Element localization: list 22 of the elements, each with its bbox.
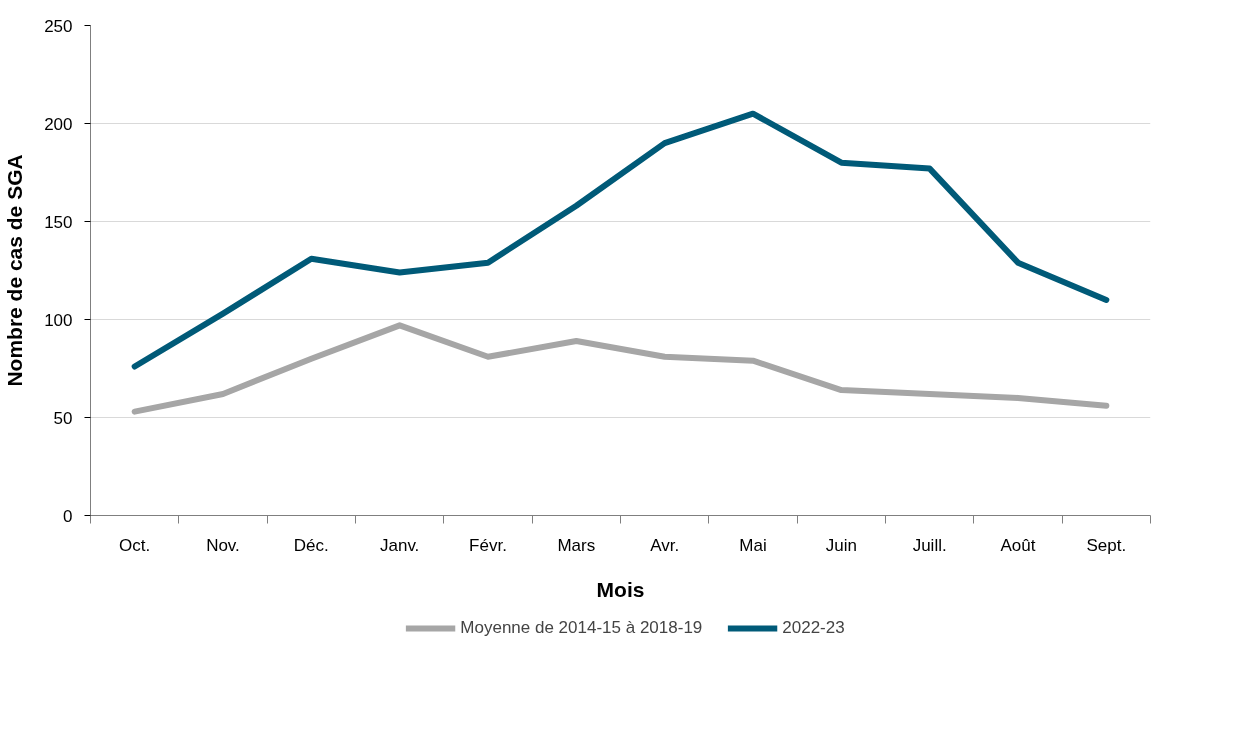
x-tick-label: Oct.	[119, 535, 151, 555]
x-tick-label: Mars	[557, 535, 596, 555]
legend-label: Moyenne de 2014-15 à 2018-19	[460, 618, 703, 638]
x-tick-label: Mai	[739, 535, 767, 555]
y-tick-label: 250	[44, 16, 73, 36]
x-tick-label: Avr.	[650, 535, 680, 555]
x-tick-label: Juin	[825, 535, 857, 555]
x-tick-label: Nov.	[206, 535, 240, 555]
y-tick-label: 150	[44, 212, 73, 232]
x-tick-label: Juill.	[912, 535, 947, 555]
x-tick-label: Sept.	[1086, 535, 1127, 555]
y-tick-label: 50	[53, 408, 73, 428]
y-tick-label: 0	[63, 506, 73, 526]
x-tick-label: Févr.	[469, 535, 507, 555]
legend-label: 2022-23	[782, 618, 845, 638]
y-axis-title: Nombre de cas de SGA	[3, 154, 27, 387]
x-tick-label: Janv.	[379, 535, 420, 555]
x-axis-title: Mois	[596, 577, 645, 601]
x-tick-label: Déc.	[293, 535, 329, 555]
y-tick-label: 200	[44, 114, 73, 134]
y-tick-label: 100	[44, 310, 73, 330]
x-tick-label: Août	[1000, 535, 1036, 555]
